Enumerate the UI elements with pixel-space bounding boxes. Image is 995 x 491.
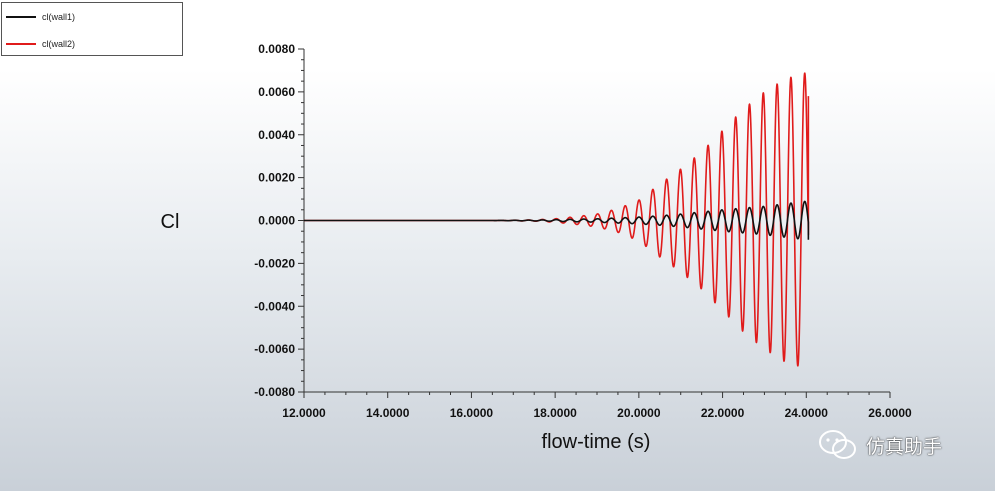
wechat-icon <box>819 430 856 459</box>
watermark-text: 仿真助手 <box>866 435 943 458</box>
y-tick-label: -0.0080 <box>254 385 295 399</box>
chart-series-group <box>303 72 810 367</box>
x-axis-title: flow-time (s) <box>542 431 651 453</box>
y-tick-label: -0.0040 <box>254 299 295 313</box>
legend-item-wall1: cl(wall1) <box>6 10 75 24</box>
series-line-cl-wall1- <box>303 200 810 240</box>
x-tick-label: 14.0000 <box>366 406 410 420</box>
x-tick-label: 22.0000 <box>701 406 745 420</box>
y-tick-label: 0.0040 <box>258 128 295 142</box>
x-tick-label: 26.0000 <box>868 406 912 420</box>
legend-swatch-wall1 <box>6 16 36 18</box>
y-tick-label: -0.0060 <box>254 342 295 356</box>
x-tick-label: 24.0000 <box>785 406 829 420</box>
legend-swatch-wall2 <box>6 43 36 45</box>
y-tick-label: 0.0060 <box>258 85 295 99</box>
y-tick-label: 0.0080 <box>258 42 295 56</box>
chart-tick-labels: 0.0080 0.0060 0.0040 0.0020 0.0000 -0.0020 -0.… <box>254 42 912 420</box>
x-tick-label: 16.0000 <box>450 406 494 420</box>
y-tick-label: 0.0020 <box>258 171 295 185</box>
watermark: 仿真助手 <box>818 428 942 462</box>
legend-label-wall1: cl(wall1) <box>42 12 76 22</box>
chart-legend: cl(wall1) cl(wall2) <box>1 2 183 56</box>
x-tick-label: 18.0000 <box>533 406 577 420</box>
legend-label-wall2: cl(wall2) <box>42 39 76 49</box>
legend-item-wall2: cl(wall2) <box>6 37 75 51</box>
x-tick-label: 12.0000 <box>282 406 326 420</box>
y-axis-title: Cl <box>161 211 180 233</box>
y-tick-label: 0.0000 <box>258 214 295 228</box>
x-tick-label: 20.0000 <box>617 406 661 420</box>
y-tick-label: -0.0020 <box>254 256 295 270</box>
